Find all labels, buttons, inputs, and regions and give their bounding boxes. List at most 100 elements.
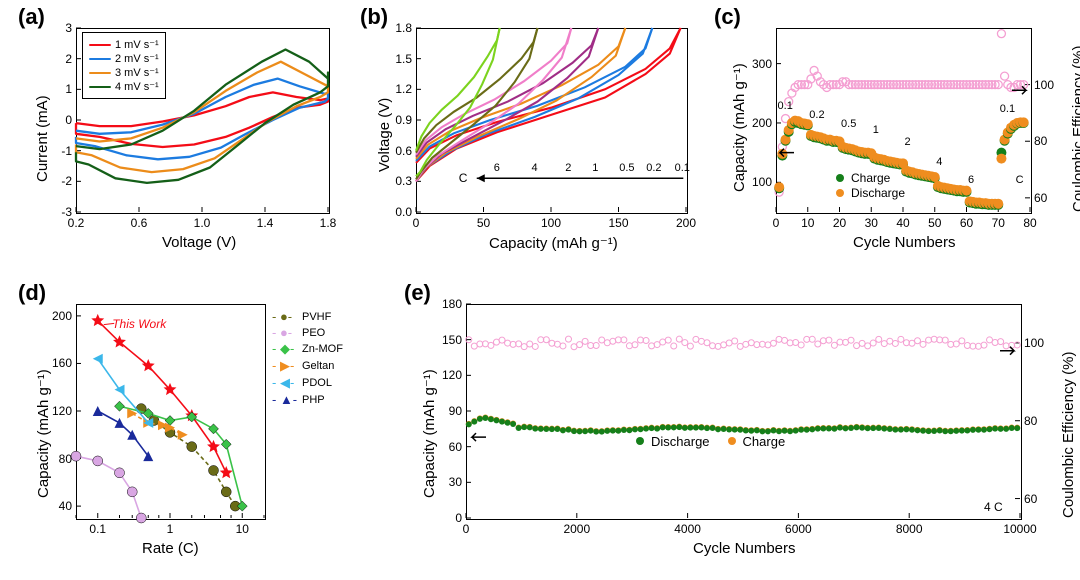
- rate-annot: 1: [873, 124, 879, 136]
- ytick-right: 100: [1024, 336, 1044, 350]
- rate-label: 0.1: [675, 162, 690, 174]
- ylabel-left: Capacity (mAh g⁻¹): [420, 369, 438, 498]
- figure-root: (a)0.20.61.01.41.8-3-2-10123Voltage (V)C…: [0, 0, 1080, 580]
- ylabel: Voltage (V): [376, 98, 393, 172]
- panel-c: (c)010203040506070801002003006080100Cycl…: [714, 4, 1076, 264]
- legend-text: PHP: [302, 394, 325, 406]
- ytick-left: 150: [434, 333, 462, 347]
- legend-marker: - ▶-: [272, 358, 298, 374]
- xtick: 10000: [1002, 522, 1038, 536]
- legend-marker: - ▲-: [272, 392, 298, 407]
- xtick: 2000: [559, 522, 595, 536]
- ytick-left: 90: [434, 404, 462, 418]
- legend-text: Geltan: [302, 360, 334, 372]
- rate-label: 0.5: [619, 162, 634, 174]
- ytick-left: 120: [434, 368, 462, 382]
- panel-a: (a)0.20.61.01.41.8-3-2-10123Voltage (V)C…: [18, 4, 338, 264]
- rate-label: 4: [532, 162, 538, 174]
- xlabel: Voltage (V): [162, 234, 236, 251]
- xtick: 200: [672, 216, 700, 230]
- ytick-right: 100: [1034, 78, 1054, 92]
- rate-label: 1: [592, 162, 598, 174]
- ylabel: Capacity (mAh g⁻¹): [34, 369, 52, 498]
- ytick: 0.3: [382, 174, 412, 188]
- xtick: 20: [830, 216, 850, 230]
- ytick-left: 30: [434, 475, 462, 489]
- legend-swatch: [89, 86, 111, 88]
- xtick: 1.4: [251, 216, 279, 230]
- xtick: 30: [861, 216, 881, 230]
- rate-text: 4 C: [984, 500, 1003, 514]
- legend-text: Discharge: [651, 434, 710, 449]
- ytick-right: 60: [1024, 492, 1037, 506]
- rate-annot: 6: [968, 174, 974, 186]
- xtick: 150: [605, 216, 633, 230]
- ylabel-right: Coulombic Efficiency (%): [1070, 46, 1080, 212]
- rate-annot: 0.5: [841, 118, 856, 130]
- xtick: 70: [988, 216, 1008, 230]
- ytick: 40: [44, 499, 72, 513]
- ytick: -3: [42, 205, 72, 219]
- ytick-left: 180: [434, 297, 462, 311]
- xtick: 50: [470, 216, 498, 230]
- legend-text: 4 mV s⁻¹: [115, 80, 159, 93]
- legend-swatch: [89, 44, 111, 46]
- panel-e: (e)0200040006000800010000030609012015018…: [404, 280, 1076, 570]
- xlabel: Rate (C): [142, 540, 199, 557]
- rate-label: 2: [565, 162, 571, 174]
- ytick: 0.0: [382, 205, 412, 219]
- rate-annot: 0.1: [778, 100, 793, 112]
- xtick: 0.1: [86, 522, 110, 536]
- legend-marker: - ●-: [272, 325, 298, 340]
- legend-marker: [836, 189, 844, 197]
- rate-annot: 0.2: [809, 109, 824, 121]
- legend: ChargeDischarge: [836, 170, 905, 201]
- legend-swatch: [89, 58, 111, 60]
- xtick: 1: [158, 522, 182, 536]
- ytick-right: 80: [1034, 134, 1047, 148]
- legend-text: PVHF: [302, 311, 331, 323]
- ylabel-right: Coulombic Efficiency (%): [1060, 352, 1077, 518]
- legend-text: PDOL: [302, 377, 332, 389]
- xtick: 4000: [670, 522, 706, 536]
- xtick: 0: [766, 216, 786, 230]
- xlabel: Cycle Numbers: [853, 234, 956, 251]
- rate-label: 6: [494, 162, 500, 174]
- ytick-left: 60: [434, 440, 462, 454]
- legend: Discharge Charge: [636, 433, 785, 450]
- ytick: 2: [42, 52, 72, 66]
- ytick-right: 80: [1024, 414, 1037, 428]
- legend-marker: - ◀-: [272, 375, 298, 391]
- xtick: 0.6: [125, 216, 153, 230]
- rate-prefix: C: [459, 171, 468, 185]
- legend-text: Discharge: [851, 186, 905, 200]
- panel-d: (d)0.11104080120160200Rate (C)Capacity (…: [18, 280, 398, 570]
- ytick: 1: [42, 82, 72, 96]
- legend-marker: - ●-: [272, 309, 298, 324]
- rate-annot: 0.1: [1000, 103, 1015, 115]
- legend-swatch: [89, 72, 111, 74]
- legend-text: PEO: [302, 327, 325, 339]
- legend-text: Charge: [851, 171, 890, 185]
- ytick: 1.2: [382, 82, 412, 96]
- rate-annot: 4: [936, 156, 942, 168]
- xtick: 1.0: [188, 216, 216, 230]
- legend-text: Charge: [743, 434, 786, 449]
- legend-marker: [636, 437, 644, 445]
- xtick: 40: [893, 216, 913, 230]
- xtick: 80: [1020, 216, 1040, 230]
- ylabel: Current (mA): [34, 95, 51, 182]
- ytick: 1.8: [382, 21, 412, 35]
- legend-marker: - ◆-: [272, 341, 298, 357]
- xtick: 50: [925, 216, 945, 230]
- xtick: 6000: [780, 522, 816, 536]
- legend-text: 3 mV s⁻¹: [115, 66, 159, 79]
- xtick: 100: [537, 216, 565, 230]
- ytick: 200: [44, 309, 72, 323]
- this-work-label: This Work: [112, 317, 166, 331]
- ytick: 3: [42, 21, 72, 35]
- legend-text: Zn-MOF: [302, 343, 343, 355]
- xtick: 8000: [891, 522, 927, 536]
- xlabel: Cycle Numbers: [693, 540, 796, 557]
- xlabel: Capacity (mAh g⁻¹): [489, 234, 618, 252]
